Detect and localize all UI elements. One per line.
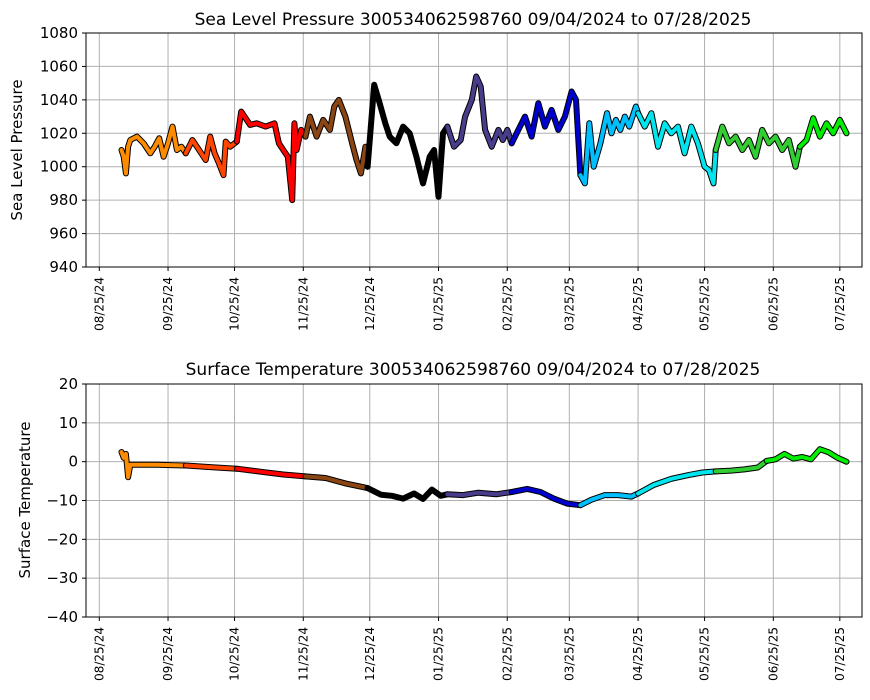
series-line [365,486,450,501]
x-tick-label: 11/25/24 [296,627,310,681]
y-tick-label: 1080 [40,24,78,42]
series-line [509,89,583,178]
series-line [636,469,718,496]
x-tick-label: 05/25/25 [698,627,712,681]
y-tick-label: 1060 [40,57,78,75]
series-group [118,73,850,204]
series-line-outline [635,468,719,497]
x-tick-label: 09/25/24 [161,627,175,681]
series-line [119,124,188,176]
x-tick-label: 06/25/25 [766,277,780,331]
series-line [119,450,188,480]
y-tick-label: −30 [46,569,78,587]
series-line [636,111,718,186]
y-axis-label: Surface Temperature [16,422,34,579]
y-tick-label: −20 [46,530,78,548]
series-line [303,474,370,491]
x-tick-label: 04/25/25 [631,277,645,331]
x-tick-label: 03/25/25 [562,277,576,331]
x-tick-label: 08/25/24 [92,627,106,681]
series-line [234,109,308,203]
series-line [713,124,802,169]
series-line [713,458,769,474]
series-line [365,82,450,199]
x-tick-label: 06/25/25 [766,627,780,681]
series-line [234,466,308,479]
series-line [183,463,239,471]
series-line [578,491,641,508]
tick-labels: −40 −30 −20 −10 0 10 20 08/25/24 09/25/24 10/25/2… [46,375,846,681]
series-line [445,74,514,149]
sea-level-pressure-chart: Sea Level Pressure 300534062598760 09/04… [8,10,863,331]
x-tick-label: 11/25/24 [296,277,310,331]
series-line [303,97,370,176]
y-tick-label: −10 [46,492,78,510]
x-tick-label: 09/25/24 [161,277,175,331]
x-tick-label: 10/25/24 [228,627,242,681]
series-line [578,104,641,186]
y-tick-label: 0 [68,453,78,471]
surface-temperature-chart: Surface Temperature 300534062598760 09/0… [16,360,863,681]
x-tick-label: 12/25/24 [363,277,377,331]
y-tick-label: 10 [59,414,78,432]
x-tick-label: 05/25/25 [698,277,712,331]
tick-labels: 940 960 980 1000 1020 1040 1060 1080 08/25/24 09/… [40,24,847,331]
x-tick-label: 02/25/25 [500,277,514,331]
x-tick-label: 01/25/25 [432,627,446,681]
series-line-outline [635,110,719,187]
y-tick-label: 1020 [40,124,78,142]
series-line [183,134,239,178]
series-line [764,447,849,464]
plot-frame [85,32,863,268]
y-tick-label: 940 [49,258,78,276]
chart-title: Surface Temperature 300534062598760 09/0… [186,360,761,380]
x-tick-label: 10/25/24 [228,277,242,331]
series-line [797,116,849,149]
chart-title: Sea Level Pressure 300534062598760 09/04… [195,10,752,30]
y-tick-label: 20 [59,375,78,393]
x-tick-label: 03/25/25 [562,627,576,681]
x-tick-label: 02/25/25 [500,627,514,681]
y-tick-label: −40 [46,608,78,626]
series-group [118,446,850,509]
y-tick-label: 1040 [40,91,78,109]
x-tick-label: 01/25/25 [432,277,446,331]
x-tick-label: 08/25/24 [92,277,106,331]
series-line [509,486,583,508]
y-axis-label: Sea Level Pressure [8,79,26,220]
grid [86,383,862,618]
x-tick-label: 12/25/24 [363,627,377,681]
y-tick-label: 980 [49,191,78,209]
y-tick-label: 1000 [40,158,78,176]
x-tick-label: 07/25/25 [833,627,847,681]
x-tick-label: 07/25/25 [833,277,847,331]
series-line [445,490,514,498]
x-tick-label: 04/25/25 [631,627,645,681]
y-tick-label: 960 [49,225,78,243]
